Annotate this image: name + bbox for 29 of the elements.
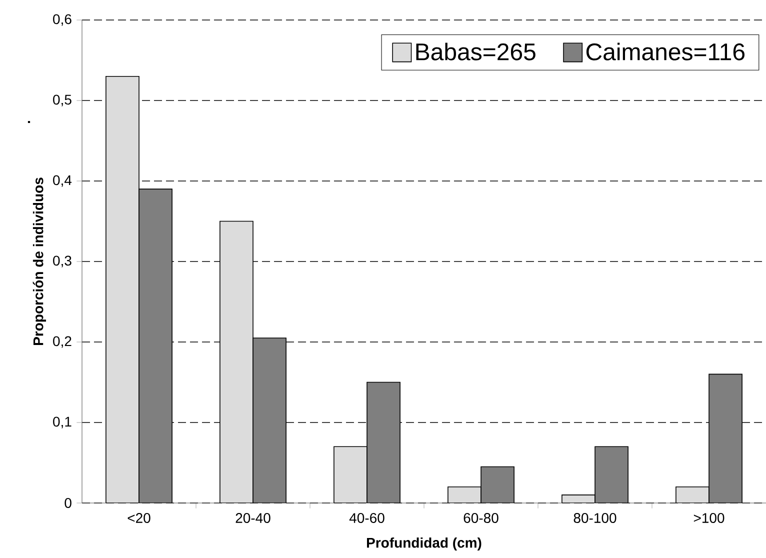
legend-label: Caimanes=116 [586,42,744,60]
legend-label: Babas=265 [416,42,536,60]
text: . [28,121,30,123]
bar [106,76,140,503]
bar [480,466,514,503]
y-tick-label: 0,4 [53,175,72,187]
x-tick-label: <20 [128,513,150,523]
x-tick-label: >100 [694,513,724,523]
bar [220,220,254,503]
x-tick-label: 60-80 [464,513,498,523]
x-tick-label: 40-60 [349,513,384,523]
y-tick-label: 0,6 [53,14,72,26]
bar [708,374,742,503]
y-axis-title: Proporción de individuos [32,178,46,345]
bar [138,188,172,503]
y-tick-label: 0 [64,498,72,508]
y-tick-label: 0,1 [53,416,72,428]
x-tick-label: 20-40 [236,513,270,523]
bar [334,446,368,503]
x-axis-title: Profundidad (cm) [367,537,482,550]
y-tick-label: 0,3 [53,256,72,268]
y-tick-label: 0,5 [53,94,72,106]
bar [448,486,482,503]
bar [252,338,286,503]
bar [594,446,628,503]
x-tick-label: 80-100 [574,513,616,523]
y-tick-label: 0,2 [53,336,72,348]
bar [366,382,400,503]
bar [676,486,710,503]
